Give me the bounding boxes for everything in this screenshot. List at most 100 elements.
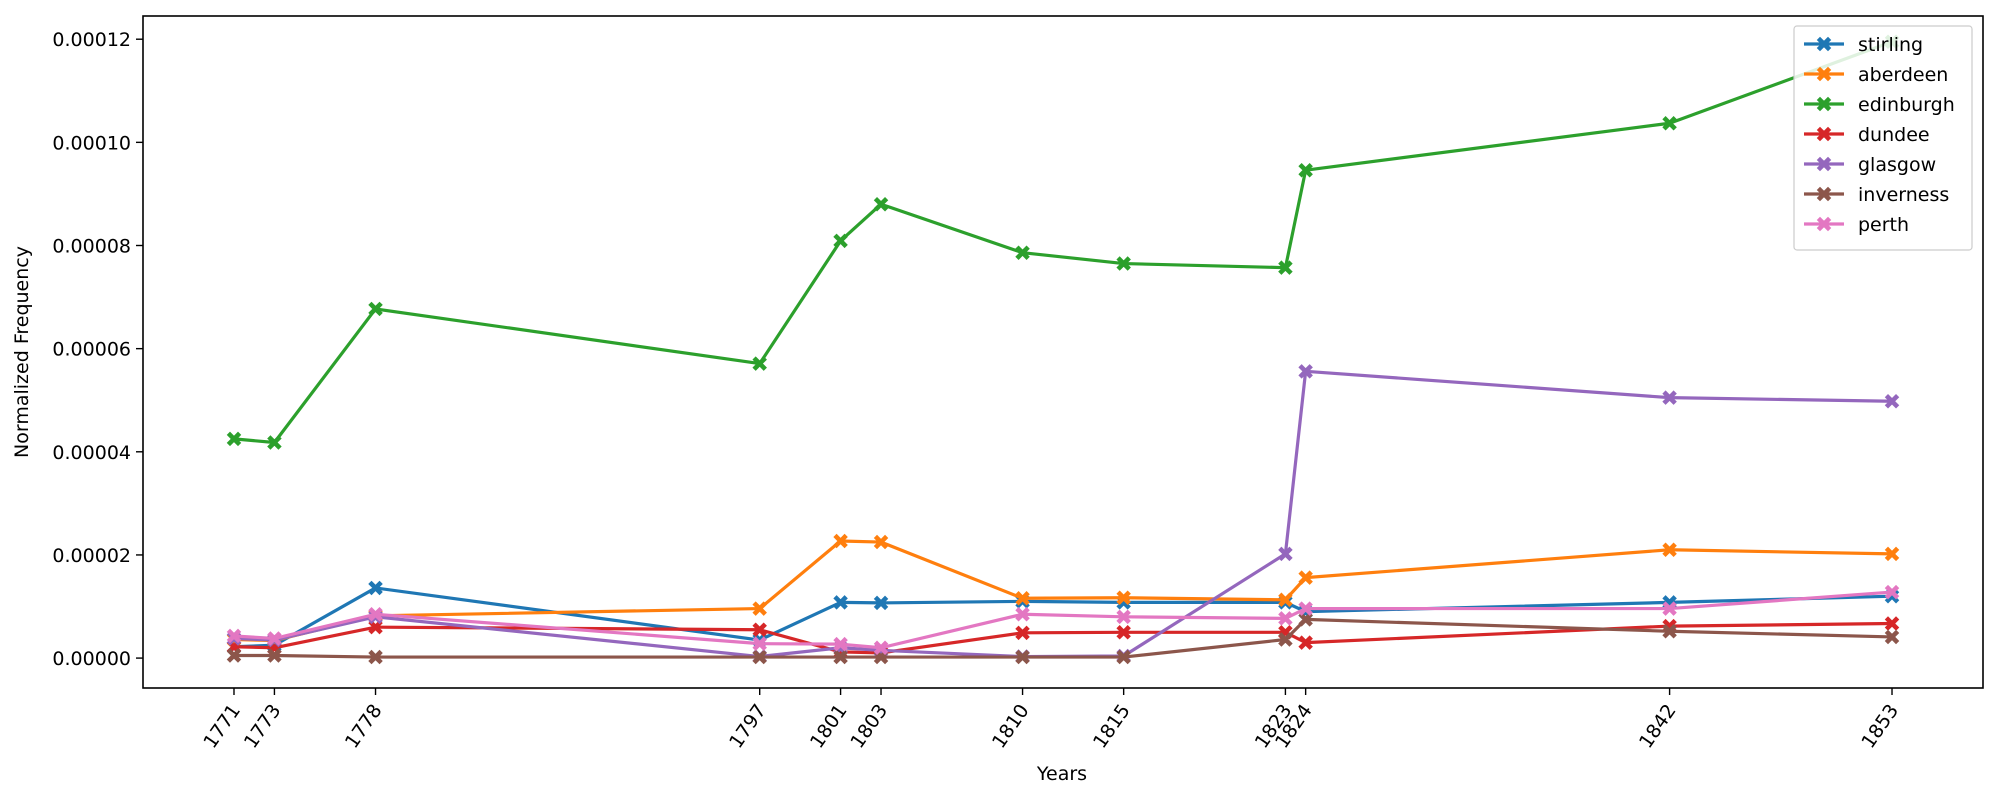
data-point-perth — [267, 631, 282, 646]
series-inverness — [226, 612, 1900, 665]
data-point-stirling — [368, 580, 383, 596]
legend-marker-aberdeen — [1816, 66, 1832, 82]
y-tick-label: 0.00004 — [52, 442, 131, 464]
data-point-perth — [1015, 607, 1030, 622]
legend-item-aberdeen: aberdeen — [1804, 64, 1948, 86]
x-axis-label: Years — [1036, 763, 1087, 785]
data-point-edinburgh — [1298, 162, 1313, 178]
legend-marker-dundee — [1816, 126, 1832, 142]
legend-item-inverness: inverness — [1804, 184, 1949, 206]
data-point-aberdeen — [1298, 570, 1313, 585]
data-point-inverness — [226, 648, 242, 663]
legend-label-edinburgh: edinburgh — [1858, 94, 1955, 116]
legend-item-dundee: dundee — [1804, 124, 1930, 146]
data-point-glasgow — [1884, 394, 1900, 409]
legend-item-stirling: stirling — [1804, 34, 1923, 56]
data-point-inverness — [1662, 624, 1677, 639]
data-point-dundee — [1884, 616, 1900, 631]
data-point-aberdeen — [1116, 590, 1131, 605]
legend-item-edinburgh: edinburgh — [1804, 94, 1955, 116]
legend-marker-inverness — [1816, 186, 1832, 202]
data-point-inverness — [833, 649, 848, 665]
data-point-perth — [1116, 609, 1131, 625]
axes-frame — [142, 15, 1984, 689]
data-point-inverness — [267, 648, 282, 663]
data-point-edinburgh — [1662, 116, 1677, 131]
data-point-edinburgh — [833, 233, 848, 249]
legend-marker-perth — [1816, 216, 1832, 232]
data-point-dundee — [1015, 625, 1030, 641]
series-edinburgh — [226, 34, 1900, 450]
data-point-edinburgh — [1116, 256, 1131, 271]
data-point-perth — [752, 636, 767, 651]
legend-label-perth: perth — [1858, 214, 1909, 236]
data-point-stirling — [833, 595, 848, 610]
legend-marker-stirling — [1816, 36, 1832, 52]
data-point-inverness — [1884, 629, 1900, 645]
y-tick-label: 0.00000 — [52, 648, 131, 670]
legend-item-glasgow: glasgow — [1804, 154, 1936, 176]
data-point-glasgow — [1298, 364, 1313, 379]
data-point-inverness — [1298, 612, 1313, 627]
legend-marker-edinburgh — [1816, 96, 1832, 112]
legend-item-perth: perth — [1804, 214, 1909, 236]
data-point-dundee — [1298, 635, 1313, 650]
data-point-edinburgh — [752, 356, 767, 371]
data-point-perth — [1298, 601, 1313, 616]
legend-marker-glasgow — [1816, 156, 1832, 172]
data-point-edinburgh — [873, 196, 889, 212]
data-point-edinburgh — [267, 435, 282, 450]
y-tick-label: 0.00008 — [52, 236, 131, 258]
data-point-perth — [833, 636, 848, 652]
data-point-edinburgh — [226, 431, 242, 447]
data-point-aberdeen — [1015, 591, 1030, 606]
legend-label-inverness: inverness — [1858, 184, 1949, 206]
data-point-aberdeen — [1662, 542, 1677, 558]
y-tick-label: 0.00012 — [52, 29, 131, 51]
legend-label-glasgow: glasgow — [1858, 154, 1936, 176]
series-line-dundee — [232, 621, 1894, 655]
legend-label-aberdeen: aberdeen — [1858, 64, 1948, 86]
data-point-dundee — [368, 619, 383, 635]
series-dundee — [226, 616, 1900, 661]
y-tick-label: 0.00006 — [52, 339, 131, 361]
data-point-inverness — [1015, 649, 1030, 665]
data-point-perth — [1662, 601, 1677, 616]
y-tick-label: 0.00010 — [52, 132, 131, 154]
y-axis-label: Normalized Frequency — [11, 246, 33, 458]
data-point-perth — [873, 640, 889, 656]
data-point-edinburgh — [1278, 260, 1293, 275]
y-tick-label: 0.00002 — [52, 545, 131, 567]
y-axis: 0.00000 0.00002 0.00004 0.00006 0.00008 0.000… — [52, 29, 143, 670]
data-point-aberdeen — [1278, 592, 1293, 608]
legend-label-dundee: dundee — [1858, 124, 1930, 146]
data-point-edinburgh — [1015, 245, 1030, 260]
series-line-glasgow — [232, 369, 1894, 659]
data-point-edinburgh — [368, 301, 383, 317]
data-point-inverness — [368, 649, 383, 665]
series-perth — [226, 584, 1900, 656]
data-point-aberdeen — [752, 601, 767, 616]
data-point-perth — [1278, 611, 1293, 626]
data-point-aberdeen — [833, 533, 848, 549]
plot-area — [226, 34, 1900, 665]
series-line-inverness — [232, 617, 1894, 659]
data-point-perth — [368, 607, 383, 622]
data-point-inverness — [1116, 649, 1131, 665]
legend-label-stirling: stirling — [1858, 34, 1923, 56]
series-line-edinburgh — [232, 40, 1894, 445]
data-point-dundee — [752, 622, 767, 637]
data-point-perth — [1884, 584, 1900, 600]
legend: stirling aberdeen edinburgh dundee glasgow in… — [1793, 25, 1973, 251]
series-line-perth — [232, 590, 1894, 650]
data-point-stirling — [873, 595, 889, 611]
data-point-inverness — [1278, 632, 1293, 647]
data-point-glasgow — [1278, 546, 1293, 562]
data-point-aberdeen — [1884, 546, 1900, 562]
data-point-glasgow — [1662, 390, 1677, 405]
data-point-inverness — [752, 649, 767, 665]
data-point-perth — [226, 628, 242, 644]
data-point-aberdeen — [873, 534, 889, 550]
data-point-dundee — [1116, 625, 1131, 640]
